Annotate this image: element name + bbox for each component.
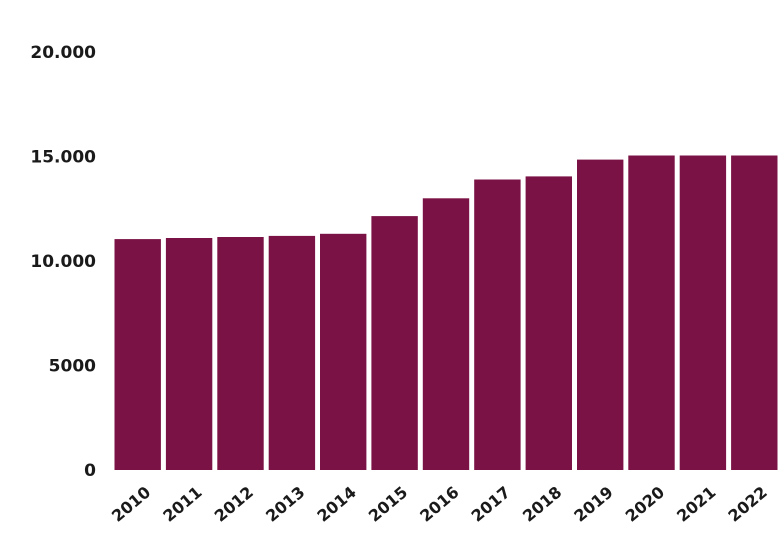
y-tick-label: 20.000 — [30, 43, 96, 63]
x-tick-label: 2018 — [519, 483, 565, 526]
bar-2015 — [371, 216, 418, 470]
x-tick-label: 2015 — [365, 483, 411, 526]
x-tick-label: 2010 — [108, 483, 154, 526]
bar-2011 — [165, 238, 213, 470]
bar-2019 — [577, 159, 624, 470]
bar-2020 — [628, 155, 675, 470]
bar-2018 — [525, 176, 572, 470]
bar-2012 — [217, 237, 264, 470]
bar-2013 — [268, 235, 316, 470]
bar-2021 — [679, 155, 727, 470]
bar-2016 — [422, 198, 470, 471]
bars — [114, 155, 778, 471]
x-tick-label: 2020 — [622, 483, 668, 526]
y-tick-label: 10.000 — [30, 252, 96, 272]
y-tick-label: 5000 — [49, 357, 96, 377]
y-tick-label: 0 — [84, 461, 96, 481]
x-tick-label: 2012 — [211, 483, 257, 526]
x-tick-label: 2013 — [262, 483, 308, 526]
bar-2014 — [320, 233, 367, 470]
bar-2010 — [114, 239, 161, 470]
x-tick-label: 2022 — [725, 483, 771, 526]
x-tick-label: 2011 — [159, 483, 205, 526]
x-tick-label: 2014 — [313, 483, 359, 526]
bar-2017 — [474, 179, 521, 470]
x-tick-label: 2019 — [570, 483, 616, 526]
y-axis-tick-labels: 0 5000 10.000 15.000 20.000 — [30, 43, 96, 481]
x-tick-label: 2016 — [416, 483, 462, 526]
x-axis-tick-labels: 2010 2011 2012 2013 2014 2015 2016 2017 2018 2019… — [108, 483, 771, 526]
x-tick-label: 2021 — [673, 483, 719, 526]
bar-2022 — [731, 155, 778, 470]
y-tick-label: 15.000 — [30, 148, 96, 168]
x-tick-label: 2017 — [468, 483, 514, 526]
